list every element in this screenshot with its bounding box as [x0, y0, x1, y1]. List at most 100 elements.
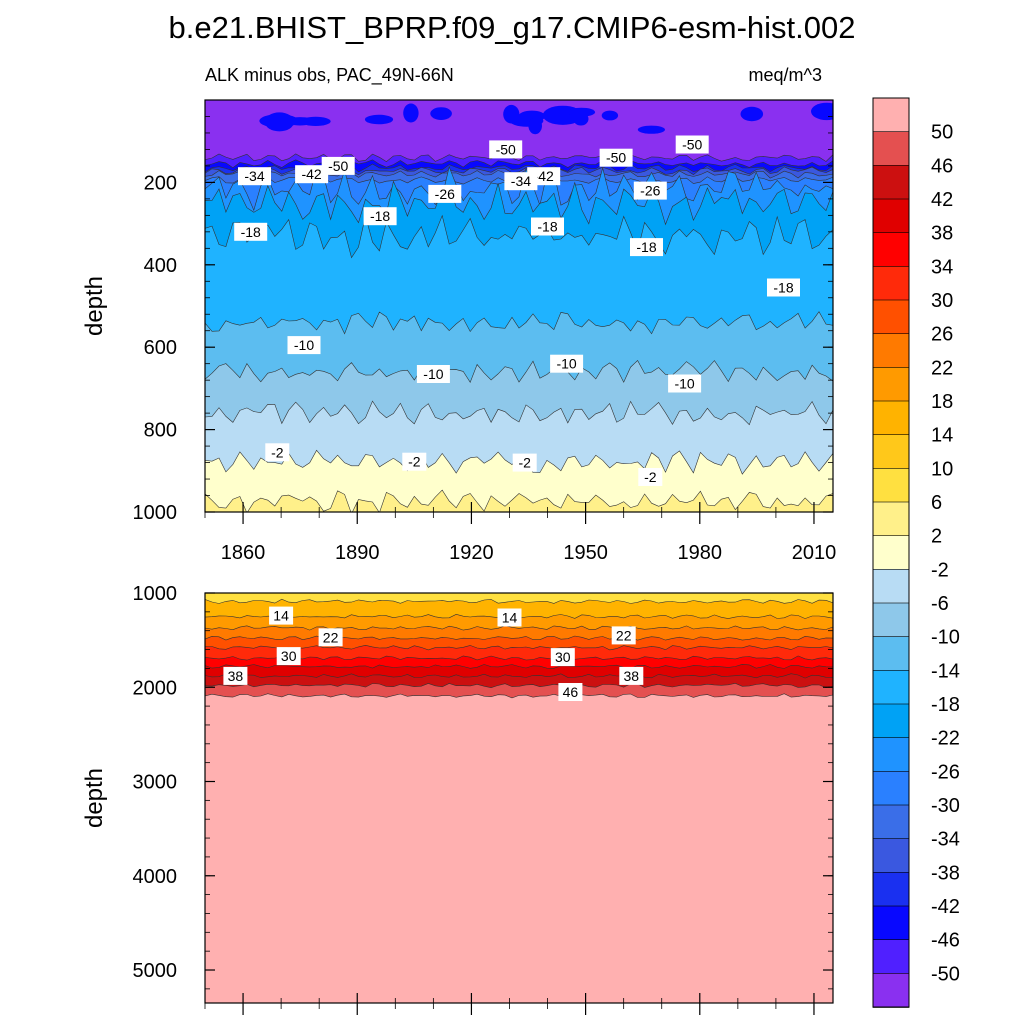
contour-label-bg — [489, 140, 523, 159]
x-tick-label: 1890 — [335, 542, 380, 564]
surface-anomaly-patch — [364, 114, 394, 125]
contour-label-text: -2 — [518, 455, 531, 471]
contour-label-bg — [550, 354, 584, 373]
colorbar-swatch — [872, 367, 910, 402]
contour-label: 46 — [558, 683, 583, 701]
contour-label: -2 — [402, 452, 427, 471]
y-tick-label: 1000 — [133, 502, 178, 524]
colorbar-swatch — [872, 771, 910, 806]
contour-label-bg — [276, 647, 301, 666]
contour-label: -34 — [238, 167, 271, 186]
contour-label: -10 — [416, 365, 450, 383]
contour-label-text: -2 — [271, 444, 284, 460]
contour-label-bg — [675, 135, 709, 154]
contour-label: -2 — [265, 443, 290, 462]
bottom-contour-fill — [205, 593, 833, 1003]
y-tick-label: 400 — [144, 255, 177, 277]
top-plot-frame — [204, 99, 834, 513]
top-contour-labels: -50 -50-50-50-42 -42-34 -34-26 -26-18-18-18-… — [234, 135, 800, 486]
contour-label: -18 — [630, 238, 663, 257]
bottom-x-axis — [204, 993, 815, 1015]
colorbar-swatch — [872, 501, 910, 537]
contour-label: -2 — [638, 468, 663, 486]
y-tick-label: 4000 — [133, 866, 178, 888]
x-tick-label: 1860 — [221, 542, 266, 564]
top-y-axis-label: depth — [81, 276, 108, 336]
contour-label-text: -50 — [606, 150, 626, 166]
contour-label-text: -50 — [328, 158, 348, 174]
contour-label-bg — [287, 336, 321, 355]
colorbar-swatch — [872, 266, 910, 301]
contour-label-text: -10 — [294, 337, 314, 353]
colorbar-label: 6 — [931, 492, 942, 514]
contour-label: -26 — [428, 184, 462, 203]
contour-label-bg — [234, 222, 268, 241]
bottom-plot-frame — [204, 592, 834, 1004]
contour-label-bg — [295, 165, 329, 184]
contour-label-text: 14 — [502, 610, 518, 626]
contour-label-text: -26 — [435, 186, 455, 202]
surface-anomaly-patch — [601, 110, 619, 121]
colorbar-swatch — [872, 872, 910, 907]
top-panel: -50 -50-50-50-42 -42-34 -34-26 -26-18-18-18-… — [81, 99, 836, 564]
panel-subtitle: ALK minus obs, PAC_49N-66N — [205, 65, 454, 86]
colorbar-swatch — [872, 165, 910, 200]
top-contour-fill — [205, 100, 833, 512]
contour-label: -10 — [287, 336, 321, 355]
colorbar: 50 46 42 38 34 30 26 22 18 14 10 6 2 -2 -6 -10 -14 -18 -22… — [872, 97, 960, 1008]
y-tick-label: 200 — [144, 172, 177, 194]
contour-label: 22 — [318, 628, 343, 647]
contour-label: 38 — [223, 666, 248, 685]
contour-label-text: -10 — [674, 376, 694, 392]
contour-label: -34 — [504, 172, 538, 191]
x-tick-label: 1950 — [563, 542, 608, 564]
contour-label-bg — [599, 148, 633, 167]
contour-label: 38 — [619, 666, 644, 685]
colorbar-label: -46 — [931, 930, 960, 952]
contour-label-bg — [630, 238, 663, 257]
contour-label-bg — [633, 181, 667, 200]
contour-label-text: 30 — [281, 648, 297, 664]
contour-label-text: -18 — [773, 280, 793, 296]
colorbar-label: 42 — [931, 189, 953, 211]
colorbar-swatch — [872, 569, 910, 604]
contour-label: -2 — [512, 453, 537, 472]
colorbar-label: -30 — [931, 795, 960, 817]
contour-label: -50 — [675, 135, 709, 154]
contour-label-text: 30 — [555, 649, 571, 665]
y-tick-label: 5000 — [133, 960, 178, 982]
colorbar-swatch — [872, 131, 910, 167]
contour-label-text: -2 — [408, 454, 421, 470]
contour-label: -18 — [531, 217, 564, 236]
contour-label-bg — [504, 172, 538, 191]
y-tick-label: 2000 — [133, 677, 178, 699]
colorbar-label: -50 — [931, 963, 960, 985]
contour-label-text: 14 — [273, 608, 289, 624]
colorbar-label: -34 — [931, 829, 960, 851]
colorbar-swatch — [872, 468, 910, 503]
contour-band-46 — [205, 693, 833, 1003]
surface-anomaly-patch — [740, 106, 764, 122]
contour-label-text: -18 — [537, 219, 557, 235]
contour-label-bg — [611, 626, 636, 645]
contour-label-text: -42 — [534, 168, 554, 184]
y-tick-label: 800 — [144, 420, 177, 442]
colorbar-swatch — [872, 670, 910, 705]
colorbar-swatch — [872, 939, 910, 975]
surface-anomaly-patch — [637, 125, 666, 134]
colorbar-label: 46 — [931, 155, 953, 177]
contour-label-text: 38 — [624, 668, 640, 684]
colorbar-label: -14 — [931, 660, 960, 682]
y-tick-label: 1000 — [133, 583, 178, 605]
colorbar-swatch — [872, 535, 910, 571]
contour-label-bg — [531, 217, 564, 236]
colorbar-swatch — [872, 737, 910, 773]
contour-label-bg — [619, 666, 644, 685]
contour-label-bg — [428, 184, 462, 203]
contour-label-text: -18 — [241, 224, 261, 240]
colorbar-swatch — [872, 434, 910, 470]
contour-label-bg — [265, 443, 290, 462]
contour-label: -10 — [668, 374, 702, 393]
colorbar-swatch — [872, 198, 910, 234]
